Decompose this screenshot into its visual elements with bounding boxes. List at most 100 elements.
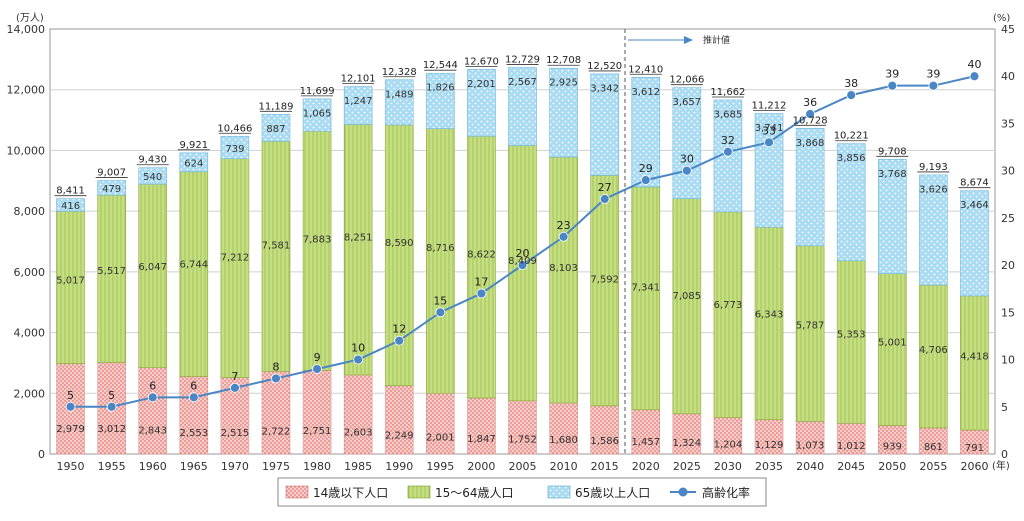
bar-segment-under14: [713, 417, 743, 455]
x-tick-label: 1970: [221, 460, 249, 473]
y-left-tick-label: 2,000: [14, 387, 46, 400]
bar-segment-65plus: [426, 72, 455, 129]
legend-swatch-under14: [285, 485, 309, 499]
bar-segment-65plus-label: 416: [61, 201, 80, 212]
bar-segment-65plus-label: 3,464: [960, 200, 989, 211]
bar-segment-65plus-label: 3,768: [878, 169, 907, 180]
x-tick-label: 1995: [426, 460, 454, 473]
bar-segment-65plus-label: 2,925: [549, 78, 578, 89]
bar-segment-15to64: [919, 284, 948, 429]
bar-segment-65plus: [919, 174, 948, 286]
bar-segment-65plus: [97, 180, 126, 196]
y-right-tick-label: 0: [1001, 448, 1008, 461]
y-left-tick-label: 12,000: [7, 84, 46, 97]
x-tick-label: 2035: [755, 460, 783, 473]
y-left-tick-label: 4,000: [14, 327, 46, 340]
y-right-unit: (%): [993, 13, 1010, 24]
x-tick-label: 2025: [673, 460, 701, 473]
aging-rate-label: 39: [926, 68, 940, 81]
bar-segment-65plus: [138, 167, 168, 185]
aging-rate-point: [846, 90, 857, 101]
aging-rate-label: 5: [67, 389, 74, 402]
bar-segment-under14: [384, 385, 414, 455]
bar-total-label: 8,674: [960, 178, 989, 189]
y-right-tick-label: 5: [1001, 401, 1008, 414]
bar-segment-65plus: [220, 135, 250, 160]
aging-rate-label: 36: [803, 96, 817, 109]
y-right-tick-label: 30: [1001, 165, 1015, 178]
bar-total-label: 12,101: [341, 74, 376, 85]
aging-rate-point: [723, 146, 733, 157]
bar-total-label: 12,328: [382, 67, 417, 78]
aging-rate-point: [640, 175, 651, 186]
bar-segment-65plus-label: 1,489: [385, 89, 414, 100]
bar-segment-65plus: [631, 76, 661, 188]
aging-rate-label: 9: [314, 351, 321, 364]
bar-total-label: 11,189: [258, 101, 293, 112]
bar-total-label: 9,708: [878, 146, 907, 157]
bar-total-label: 12,708: [546, 55, 581, 66]
legend-label-65plus: 65歳以上人口: [575, 486, 650, 500]
y-left-tick-label: 0: [38, 448, 45, 461]
aging-rate-label: 12: [392, 323, 406, 336]
aging-rate-point: [106, 401, 117, 412]
bar-total-label: 11,699: [300, 86, 335, 97]
bar-segment-under14: [508, 400, 537, 455]
bar-total-label: 12,670: [464, 56, 499, 67]
bar-segment-15to64-label: 5,353: [837, 329, 866, 340]
x-tick-label: 2030: [714, 460, 742, 473]
aging-rate-point: [476, 288, 487, 299]
bar-segment-under14-label: 1,586: [590, 436, 619, 447]
bar-segment-15to64-label: 6,773: [714, 300, 743, 311]
bar-segment-65plus-label: 1,247: [344, 96, 373, 107]
bar-total-label: 12,066: [669, 75, 704, 86]
bar-segment-65plus-label: 479: [102, 184, 121, 195]
bar-segment-15to64: [549, 156, 578, 404]
bar-segment-65plus-label: 1,065: [303, 108, 332, 119]
bar-segment-65plus: [960, 190, 989, 297]
bar-segment-65plus-label: 3,685: [714, 109, 743, 120]
aging-rate-point: [147, 392, 158, 403]
aging-rate-point: [599, 194, 610, 204]
y-left-unit: (万人): [16, 12, 44, 24]
bar-segment-15to64: [713, 211, 743, 418]
aging-rate-point: [188, 392, 199, 403]
bar-segment-65plus-label: 3,856: [837, 153, 866, 164]
x-tick-label: 1975: [262, 460, 290, 473]
x-tick-label: 2010: [550, 460, 578, 473]
bar-segment-65plus-label: 3,741: [755, 123, 784, 134]
bar-segment-under14-label: 1,324: [673, 438, 702, 449]
bar-segment-15to64: [343, 124, 373, 376]
bar-segment-15to64-label: 7,592: [590, 275, 619, 286]
bar-total-label: 10,221: [834, 131, 869, 142]
bar-segment-15to64-label: 8,251: [344, 233, 373, 244]
aging-rate-label: 10: [351, 342, 365, 355]
bar-segment-under14-label: 939: [883, 442, 902, 453]
x-tick-label: 2060: [960, 460, 988, 473]
bar-segment-15to64-label: 7,883: [303, 234, 332, 245]
bar-total-label: 12,544: [423, 60, 458, 71]
bar-total-label: 12,410: [628, 64, 663, 75]
bar-segment-65plus-label: 2,201: [467, 79, 496, 90]
bar-segment-under14: [261, 371, 291, 455]
bars: [56, 67, 989, 455]
bar-segment-under14: [836, 422, 866, 455]
bar-segment-65plus-label: 3,342: [590, 83, 619, 94]
bar-segment-15to64: [138, 183, 168, 368]
aging-rate-label: 27: [598, 181, 612, 194]
bar-segment-15to64-label: 8,409: [508, 256, 537, 267]
aging-rate-label: 20: [516, 247, 530, 260]
y-right-tick-label: 15: [1001, 306, 1015, 319]
bar-segment-under14-label: 1,073: [796, 440, 825, 451]
bar-total-label: 8,411: [56, 186, 85, 197]
bar-segment-under14-label: 2,843: [138, 425, 167, 436]
bar-segment-65plus: [754, 113, 784, 228]
bar-segment-15to64-label: 5,517: [97, 266, 126, 277]
bar-segment-15to64-label: 4,706: [919, 345, 948, 356]
bar-segment-65plus: [384, 79, 414, 126]
bar-segment-under14: [590, 405, 619, 455]
aging-rate-label: 7: [231, 370, 238, 383]
x-tick-label: 1985: [344, 460, 372, 473]
bar-segment-65plus-label: 540: [143, 172, 162, 183]
bar-total-label: 12,520: [587, 61, 622, 72]
